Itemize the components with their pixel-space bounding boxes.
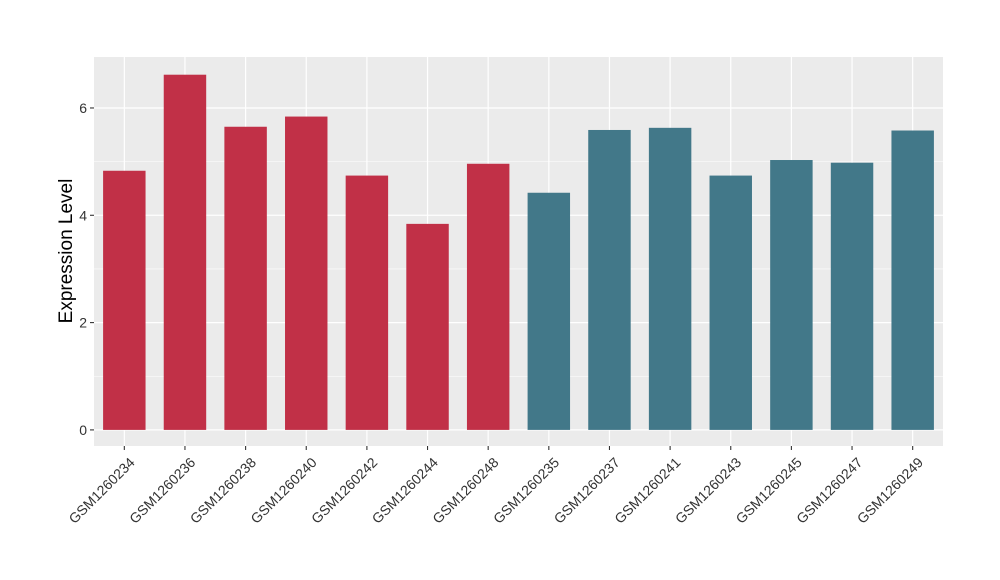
bar-GSM1260244 <box>406 223 449 430</box>
bar-GSM1260237 <box>588 129 631 430</box>
bar-GSM1260248 <box>466 163 510 430</box>
bar-GSM1260238 <box>224 126 267 430</box>
y-tick-label: 2 <box>79 315 87 331</box>
y-tick-label: 0 <box>79 422 87 438</box>
y-tick-label: 4 <box>79 207 87 223</box>
bars <box>103 74 934 430</box>
bar-GSM1260247 <box>830 162 874 430</box>
bar-GSM1260249 <box>891 130 934 430</box>
plot-panel <box>94 57 943 446</box>
bar-GSM1260234 <box>103 170 146 430</box>
bar-GSM1260236 <box>163 74 207 430</box>
y-tick-label: 6 <box>79 100 87 116</box>
bar-GSM1260243 <box>709 175 752 430</box>
bar-GSM1260241 <box>648 127 692 430</box>
bar-GSM1260245 <box>770 160 813 430</box>
bar-GSM1260235 <box>527 192 571 430</box>
y-axis-title: Expression Level <box>56 179 77 324</box>
bar-GSM1260242 <box>345 175 389 430</box>
bar-GSM1260240 <box>285 116 328 430</box>
